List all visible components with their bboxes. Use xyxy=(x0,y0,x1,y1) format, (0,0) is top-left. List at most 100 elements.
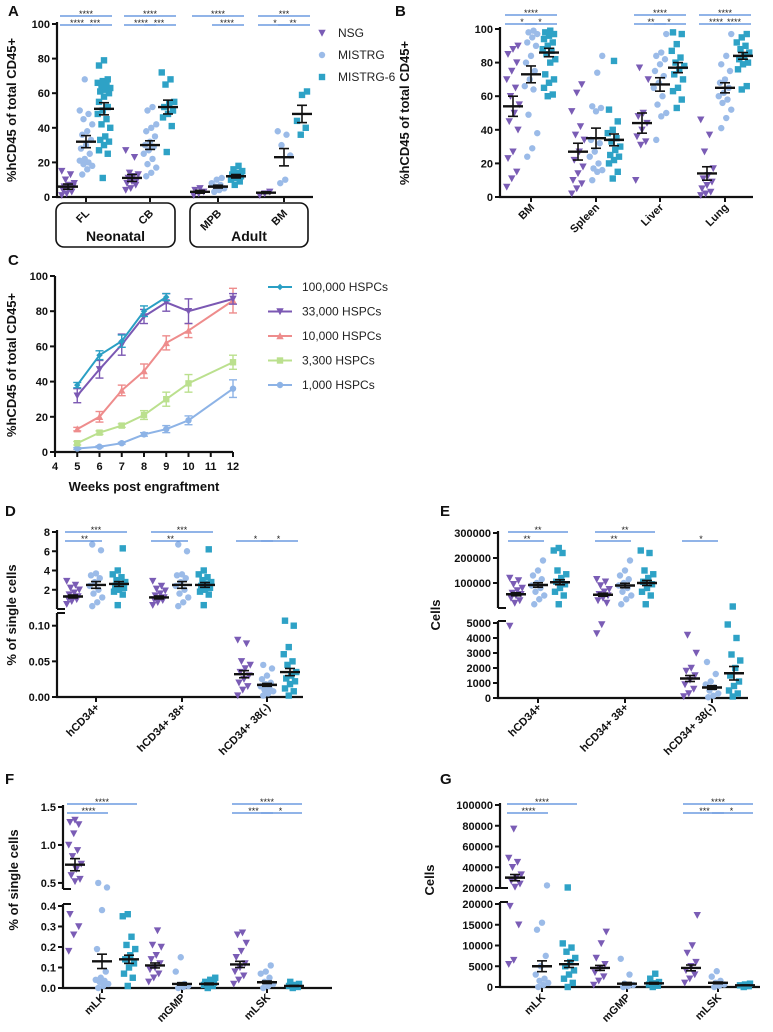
data-point xyxy=(274,128,281,135)
data-point xyxy=(510,956,518,964)
data-point xyxy=(70,830,78,838)
data-point xyxy=(152,952,160,959)
data-point xyxy=(237,658,246,666)
data-point xyxy=(185,380,192,387)
significance-label: ** xyxy=(610,534,618,544)
mean-sem-bar xyxy=(637,579,657,587)
significance-label: ** xyxy=(81,534,89,544)
data-point xyxy=(529,145,536,152)
data-point xyxy=(105,138,113,145)
data-point xyxy=(242,640,251,648)
data-point xyxy=(746,49,753,56)
data-point xyxy=(293,117,301,125)
data-point xyxy=(66,911,74,918)
y-tick-label: 100000 xyxy=(456,800,493,812)
y-tick-label: 15000 xyxy=(462,920,493,932)
data-point xyxy=(96,352,103,359)
x-category-label: CB xyxy=(136,208,156,228)
data-point xyxy=(524,153,531,160)
data-point xyxy=(540,981,547,989)
data-point xyxy=(548,47,555,55)
significance-label: **** xyxy=(718,8,733,18)
data-point xyxy=(614,118,621,125)
data-point xyxy=(239,686,247,694)
data-point xyxy=(669,87,677,95)
data-point xyxy=(89,121,96,128)
data-point xyxy=(632,177,640,184)
significance-label: * xyxy=(273,18,277,28)
mean-sem-bar xyxy=(284,984,304,988)
data-point xyxy=(153,927,162,935)
data-point xyxy=(544,93,551,100)
data-point xyxy=(691,971,699,979)
y-tick-label: 200000 xyxy=(454,553,491,565)
series-line xyxy=(73,354,237,447)
mean-sem-bar xyxy=(503,95,523,118)
data-point xyxy=(90,590,97,597)
y-tick-label: 100 xyxy=(475,24,493,36)
x-tick-label: 7 xyxy=(119,461,125,473)
data-point xyxy=(229,359,237,366)
data-point xyxy=(110,588,118,595)
significance-label: **** xyxy=(220,18,235,28)
y-tick-label: 1.0 xyxy=(41,840,56,852)
data-point xyxy=(515,101,523,109)
data-point xyxy=(240,972,248,980)
data-point xyxy=(134,171,142,179)
data-point xyxy=(118,440,125,447)
data-point xyxy=(671,71,678,78)
data-point xyxy=(97,547,105,554)
data-point xyxy=(263,672,271,679)
data-point xyxy=(609,175,616,182)
data-point xyxy=(681,979,689,987)
y-tick-label: 8 xyxy=(44,527,50,539)
data-point xyxy=(140,411,148,419)
data-point xyxy=(122,147,130,154)
data-point xyxy=(505,960,513,968)
data-point xyxy=(239,167,246,175)
mean-sem-bar xyxy=(256,191,276,195)
data-point xyxy=(647,975,654,982)
data-point xyxy=(547,59,554,66)
data-point xyxy=(626,971,633,978)
mean-sem-bar xyxy=(506,591,526,597)
data-point xyxy=(70,931,78,939)
data-point xyxy=(558,574,565,582)
data-point xyxy=(105,90,113,97)
mean-sem-bar xyxy=(550,578,570,586)
data-point xyxy=(568,190,576,198)
y-tick-label: 0 xyxy=(44,192,50,204)
data-point xyxy=(721,76,729,83)
significance-label: * xyxy=(538,17,542,27)
mean-sem-bar xyxy=(257,980,277,985)
mean-sem-bar xyxy=(63,594,83,599)
y-tick-label: 60000 xyxy=(462,842,493,854)
data-point xyxy=(76,107,83,114)
data-point xyxy=(527,52,535,60)
data-point xyxy=(679,76,687,83)
x-tick-label: 12 xyxy=(227,461,239,473)
x-category-label: BM xyxy=(270,208,291,229)
data-point xyxy=(531,67,538,75)
data-point xyxy=(98,83,105,90)
mean-sem-bar xyxy=(122,173,142,183)
data-point xyxy=(735,678,743,685)
y-tick-label: 0.05 xyxy=(29,656,50,668)
data-point xyxy=(728,30,735,38)
data-point xyxy=(152,585,161,593)
data-point xyxy=(118,386,126,394)
y-tick-label: 80 xyxy=(38,54,50,66)
data-point xyxy=(589,177,596,184)
data-point xyxy=(93,945,101,953)
x-category-label: mLK xyxy=(522,992,548,1018)
data-point xyxy=(505,854,513,862)
data-point xyxy=(201,586,209,593)
mean-sem-bar xyxy=(668,61,688,74)
y-tick-label: 80 xyxy=(481,58,493,70)
data-point xyxy=(697,192,705,200)
data-point xyxy=(229,385,237,392)
data-point xyxy=(95,147,103,154)
y-axis-label: % of single cells xyxy=(4,564,19,665)
mean-sem-bar xyxy=(735,984,755,987)
data-point xyxy=(610,57,618,65)
